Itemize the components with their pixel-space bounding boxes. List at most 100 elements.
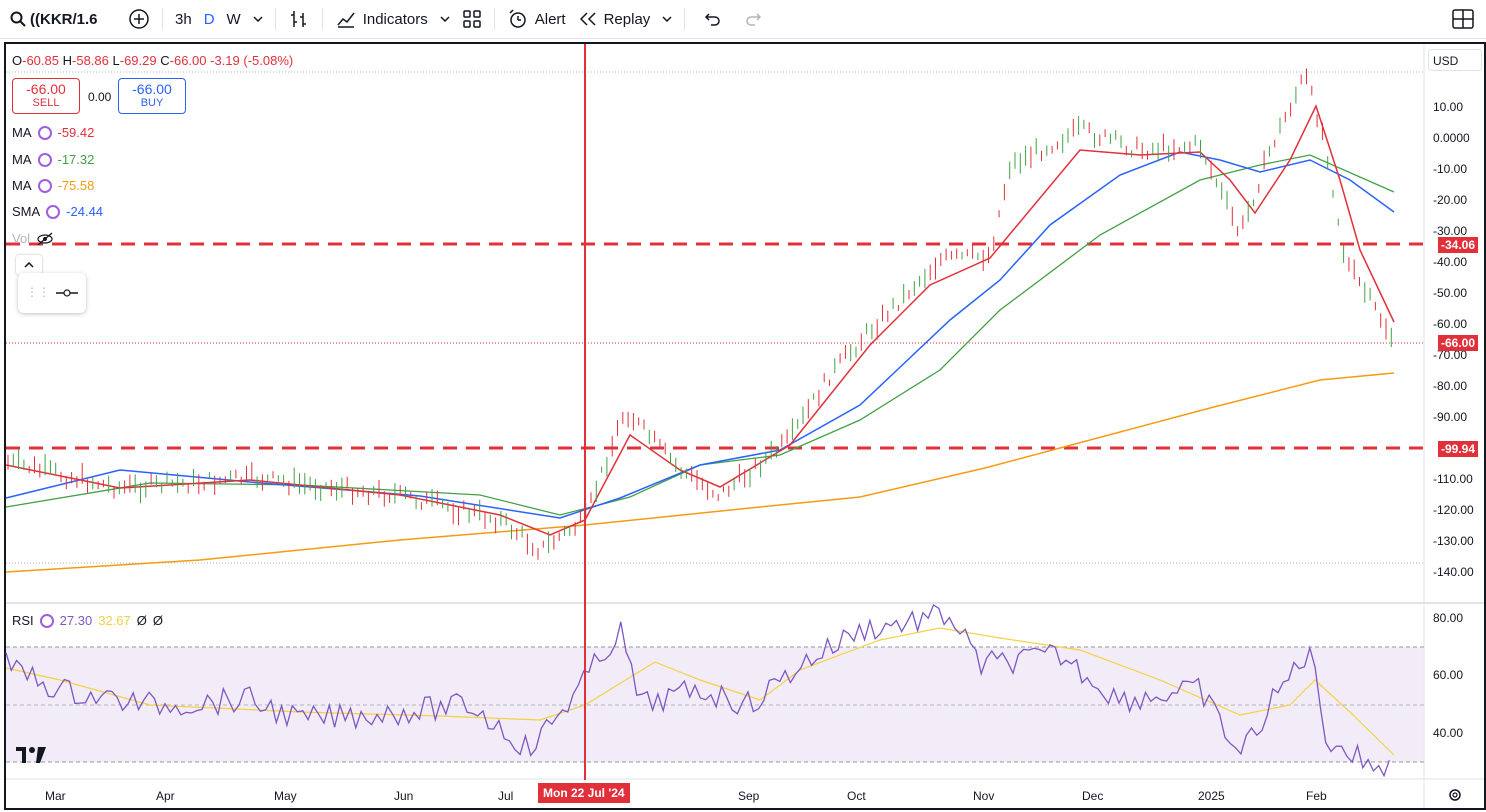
price-tag-upper: -34.06 bbox=[1437, 237, 1478, 253]
floating-drawing-toolbar[interactable]: ⋮⋮ bbox=[18, 273, 86, 313]
compare-button[interactable] bbox=[122, 0, 156, 38]
close-label: C bbox=[160, 53, 170, 68]
settings-button[interactable] bbox=[1447, 787, 1463, 808]
price-axis-label: -90.00 bbox=[1433, 410, 1468, 424]
crosshair-date-label: Mon 22 Jul '24 bbox=[538, 783, 630, 803]
rewind-icon bbox=[579, 12, 596, 26]
rsi-ma-value: 32.67 bbox=[98, 613, 131, 628]
time-axis-label: Apr bbox=[156, 789, 175, 803]
spread-value: 0.00 bbox=[88, 90, 112, 104]
sell-button[interactable]: -66.00 SELL bbox=[12, 78, 80, 114]
search-icon bbox=[10, 11, 26, 27]
low-label: L bbox=[112, 53, 120, 68]
price-axis-label: 0.0000 bbox=[1433, 131, 1470, 145]
collapse-legend-button[interactable] bbox=[16, 255, 42, 275]
ma-line-orange bbox=[5, 372, 1395, 573]
interval-3h[interactable]: 3h bbox=[169, 0, 198, 38]
replay-dropdown[interactable] bbox=[656, 0, 678, 38]
low-value: -69.29 bbox=[119, 53, 157, 68]
gear-icon bbox=[1449, 789, 1461, 801]
rsi-extra-1: Ø bbox=[136, 613, 147, 628]
rsi-axis-60: 60.00 bbox=[1433, 668, 1464, 682]
ma-line-green bbox=[5, 154, 1395, 516]
price-axis-label: -130.00 bbox=[1433, 534, 1474, 548]
bars-icon bbox=[290, 11, 306, 27]
buy-button[interactable]: -66.00 BUY bbox=[118, 78, 186, 114]
divider bbox=[274, 8, 276, 30]
currency-selector[interactable]: USD bbox=[1428, 49, 1482, 71]
time-axis-label: Feb bbox=[1306, 789, 1327, 803]
symbol-search[interactable]: ((KKR/1.6 bbox=[0, 0, 122, 38]
price-axis-label: -80.00 bbox=[1433, 379, 1468, 393]
chart-type-button[interactable] bbox=[282, 0, 316, 38]
add-circle-icon bbox=[129, 9, 149, 29]
indicator-legend-sma[interactable]: SMA -24.44 bbox=[12, 204, 103, 219]
indicators-dropdown[interactable] bbox=[434, 0, 456, 38]
sell-label: SELL bbox=[32, 97, 60, 109]
indicators-icon bbox=[337, 12, 355, 28]
redo-button[interactable] bbox=[733, 0, 775, 38]
indicator-legend-ma-1[interactable]: MA -59.42 bbox=[12, 125, 94, 140]
open-label: O bbox=[12, 53, 23, 68]
interval-w[interactable]: W bbox=[221, 0, 247, 38]
indicators-button[interactable]: Indicators bbox=[329, 0, 434, 38]
price-axis-label: -50.00 bbox=[1433, 286, 1468, 300]
buy-price: -66.00 bbox=[132, 81, 172, 97]
chevron-down-icon bbox=[662, 16, 672, 22]
tv-logo-icon bbox=[16, 747, 46, 763]
time-axis-label: Dec bbox=[1082, 789, 1104, 803]
eye-off-icon[interactable] bbox=[36, 232, 54, 246]
drag-handle-icon[interactable]: ⋮⋮ bbox=[26, 285, 50, 299]
upper-line-value: -34.06 bbox=[1440, 238, 1475, 252]
layout-button[interactable] bbox=[1446, 0, 1480, 38]
interval-dropdown[interactable] bbox=[247, 0, 269, 38]
chevron-down-icon bbox=[253, 16, 263, 22]
indicator-legend-ma-2[interactable]: MA -17.32 bbox=[12, 152, 94, 167]
interval-d[interactable]: D bbox=[198, 0, 221, 38]
time-axis-label: Jun bbox=[394, 789, 414, 803]
price-axis-label: -40.00 bbox=[1433, 255, 1468, 269]
refresh-icon[interactable] bbox=[37, 152, 52, 167]
sell-price: -66.00 bbox=[26, 81, 66, 97]
time-axis-label: May bbox=[274, 789, 297, 803]
price-axis-label: -10.00 bbox=[1433, 162, 1468, 176]
chart-container[interactable] bbox=[4, 42, 1486, 810]
undo-icon bbox=[705, 13, 721, 26]
undo-button[interactable] bbox=[691, 0, 733, 38]
high-value: -58.86 bbox=[72, 53, 109, 68]
replay-button[interactable]: Replay bbox=[572, 0, 657, 38]
replay-label: Replay bbox=[603, 10, 651, 28]
price-axis-label: -110.00 bbox=[1433, 472, 1473, 486]
top-toolbar: ((KKR/1.6 3h D W Indicators Alert Replay bbox=[0, 0, 1486, 39]
price-tag-lower: -99.94 bbox=[1437, 441, 1478, 457]
divider bbox=[162, 8, 163, 30]
refresh-icon[interactable] bbox=[37, 178, 52, 193]
line-tool-icon[interactable] bbox=[56, 288, 78, 298]
divider bbox=[684, 8, 686, 30]
rsi-value: 27.30 bbox=[59, 613, 93, 628]
rsi-ma-line bbox=[5, 627, 1395, 756]
time-axis-label: Oct bbox=[847, 789, 866, 803]
layouts-button[interactable] bbox=[456, 0, 488, 38]
chevron-up-icon bbox=[24, 261, 34, 268]
indicator-value: -59.42 bbox=[57, 125, 95, 140]
refresh-icon[interactable] bbox=[37, 125, 52, 140]
tradingview-logo[interactable] bbox=[16, 745, 52, 771]
ma-line-blue bbox=[5, 151, 1395, 519]
alert-button[interactable]: Alert bbox=[501, 0, 572, 38]
time-axis-label: Nov bbox=[973, 789, 995, 803]
rsi-extra-2: Ø bbox=[152, 613, 164, 628]
ohlc-legend: O-60.85 H-58.86 L-69.29 C-66.00 -3.19 (-… bbox=[12, 53, 293, 68]
crosshair-date-text: Mon 22 Jul '24 bbox=[543, 786, 625, 800]
indicator-legend-vol[interactable]: Vol bbox=[12, 231, 54, 246]
interval-d-label: D bbox=[203, 10, 215, 28]
indicators-label: Indicators bbox=[362, 10, 428, 28]
rsi-legend[interactable]: RSI 27.30 32.67 Ø Ø bbox=[12, 613, 163, 628]
indicator-name: SMA bbox=[12, 204, 41, 219]
indicator-legend-ma-3[interactable]: MA -75.58 bbox=[12, 178, 94, 193]
refresh-icon[interactable] bbox=[46, 204, 61, 219]
rsi-line bbox=[5, 604, 1390, 778]
indicator-value: -75.58 bbox=[57, 178, 95, 193]
refresh-icon[interactable] bbox=[39, 613, 54, 628]
